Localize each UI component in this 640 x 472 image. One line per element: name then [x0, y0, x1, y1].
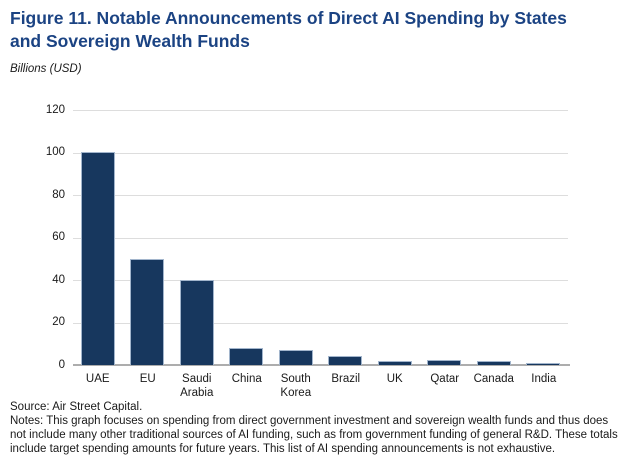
- bar-south-korea: [279, 350, 313, 365]
- y-axis-title: Billions (USD): [10, 63, 82, 75]
- bar-chart: 0 20 40 60 80 100 120 UAE EU Saudi Arabia China So…: [0, 100, 640, 402]
- gridline: [73, 153, 568, 154]
- bar-uk: [378, 361, 412, 365]
- x-label-brazil: Brazil: [331, 373, 361, 385]
- bar-uae: [81, 152, 115, 365]
- gridline: [73, 195, 568, 196]
- source-note: Source: Air Street Capital.: [10, 401, 143, 413]
- y-tick-label: 0: [58, 359, 65, 371]
- y-axis-tick-labels: 0 20 40 60 80 100 120: [0, 104, 65, 371]
- bar-eu: [130, 259, 164, 365]
- gridline: [73, 110, 568, 111]
- x-label-qatar: Qatar: [430, 373, 460, 385]
- gridline: [73, 280, 568, 281]
- y-tick-label: 60: [52, 231, 65, 243]
- x-label-china: China: [231, 373, 262, 385]
- plot-area: [73, 110, 570, 366]
- x-label-canada: Canada: [473, 373, 514, 385]
- bar-saudi-arabia: [180, 280, 214, 365]
- y-tick-label: 80: [52, 189, 65, 201]
- gridline: [73, 238, 568, 239]
- x-label-india: India: [531, 373, 557, 385]
- y-tick-label: 20: [52, 316, 65, 328]
- bar-china: [229, 348, 263, 365]
- x-axis-line: [73, 364, 570, 366]
- bar-brazil: [328, 356, 362, 365]
- x-label-saudi-arabia: Saudi Arabia: [180, 373, 214, 399]
- bar-india: [526, 363, 560, 365]
- x-label-south-korea: South Korea: [280, 373, 312, 399]
- notes-text: Notes: This graph focuses on spending fr…: [10, 415, 618, 455]
- footnotes: Source: Air Street Capital. Notes: This …: [10, 400, 625, 456]
- x-axis-category-labels: UAE EU Saudi Arabia China South Korea Brazil U…: [73, 372, 568, 402]
- y-tick-label: 120: [45, 104, 65, 116]
- x-label-uae: UAE: [85, 373, 110, 385]
- y-tick-label: 40: [52, 274, 65, 286]
- gridline: [73, 323, 568, 324]
- bar-canada: [477, 361, 511, 365]
- bar-qatar: [427, 360, 461, 365]
- figure-title: Figure 11. Notable Announcements of Dire…: [10, 8, 567, 51]
- x-label-uk: UK: [386, 373, 403, 385]
- x-label-eu: EU: [139, 373, 156, 385]
- y-tick-label: 100: [45, 146, 65, 158]
